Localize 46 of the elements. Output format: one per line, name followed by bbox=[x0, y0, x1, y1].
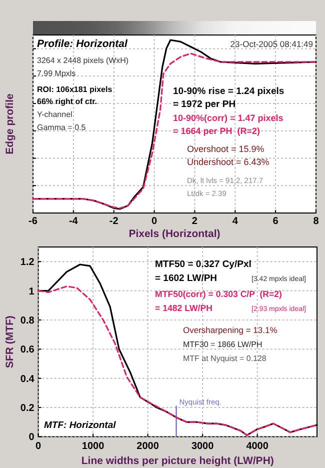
annotation: 7.99 Mpxls bbox=[37, 69, 76, 78]
annotation: MTF30 = 1866 LW/PH bbox=[183, 340, 262, 349]
annotation: MTF: Horizontal bbox=[44, 420, 116, 431]
y-tick-label: 1 bbox=[28, 286, 35, 298]
x-tick-label: 2000 bbox=[136, 441, 160, 452]
x-tick-label: 0 bbox=[152, 216, 158, 227]
y-tick-label: 0.4 bbox=[20, 374, 35, 385]
annotation: 10-90%(corr) = 1.47 pixels bbox=[173, 113, 284, 123]
annotation: MTF50(corr) = 0.303 C/P (R=2) bbox=[155, 289, 282, 299]
y-tick-label: 1.2 bbox=[20, 257, 35, 268]
annotation: Overshoot = 15.9% bbox=[187, 144, 264, 154]
annotation: MTF at Nyquist = 0.128 bbox=[183, 354, 267, 363]
annotation: ROI: 106x181 pixels bbox=[37, 85, 113, 94]
x-axis-title: Pixels (Horizontal) bbox=[128, 228, 220, 240]
x-tick-label: 6 bbox=[272, 216, 279, 227]
x-tick-label: 1000 bbox=[82, 441, 105, 452]
annotation: = 1664 per PH (R=2) bbox=[173, 126, 260, 136]
x-tick-label: -4 bbox=[68, 216, 78, 227]
y-tick-label: 0.8 bbox=[20, 315, 35, 326]
x-tick-label: 3000 bbox=[191, 441, 214, 452]
y-axis-title: Edge profile bbox=[4, 94, 16, 154]
x-tick-label: 8 bbox=[313, 216, 320, 227]
annotation: Y-channel bbox=[37, 110, 73, 119]
x-tick-label: 0 bbox=[36, 441, 42, 452]
annotation: Undershoot = 6.43% bbox=[187, 157, 270, 167]
annotation: = 1482 LW/PH bbox=[155, 303, 212, 313]
annotation: 66% right of ctr. bbox=[37, 97, 98, 106]
y-tick-label: 0.2 bbox=[20, 403, 35, 414]
annotation: Gamma = 0.5 bbox=[37, 123, 86, 132]
y-tick-label: 0.6 bbox=[20, 344, 35, 356]
annotation: 10-90% rise = 1.24 pixels bbox=[173, 86, 284, 97]
annotation: = 1972 per PH bbox=[173, 99, 236, 110]
annotation: 3264 x 2448 pixels (WxH) bbox=[37, 56, 129, 65]
annotation: Oversharpening = 13.1% bbox=[183, 325, 278, 335]
annotation: 23-Oct-2005 08:41:49 bbox=[230, 39, 314, 49]
x-tick-label: 2 bbox=[192, 216, 198, 227]
x-tick-label: 4 bbox=[232, 216, 238, 227]
annotation: MTF50 = 0.327 Cy/Pxl bbox=[155, 259, 252, 270]
annotation: Profile: Horizontal bbox=[37, 38, 128, 50]
x-tick-label: 4000 bbox=[246, 441, 269, 452]
y-tick-label: 0 bbox=[28, 432, 35, 444]
x-tick-label: -6 bbox=[28, 216, 38, 227]
x-axis-title: Line widths per picture height (LW/PH) bbox=[81, 455, 274, 467]
x-tick-label: -2 bbox=[109, 216, 119, 227]
annotation: = 1602 LW/PH bbox=[155, 273, 218, 284]
y-axis-title: SFR (MTF) bbox=[4, 316, 16, 368]
